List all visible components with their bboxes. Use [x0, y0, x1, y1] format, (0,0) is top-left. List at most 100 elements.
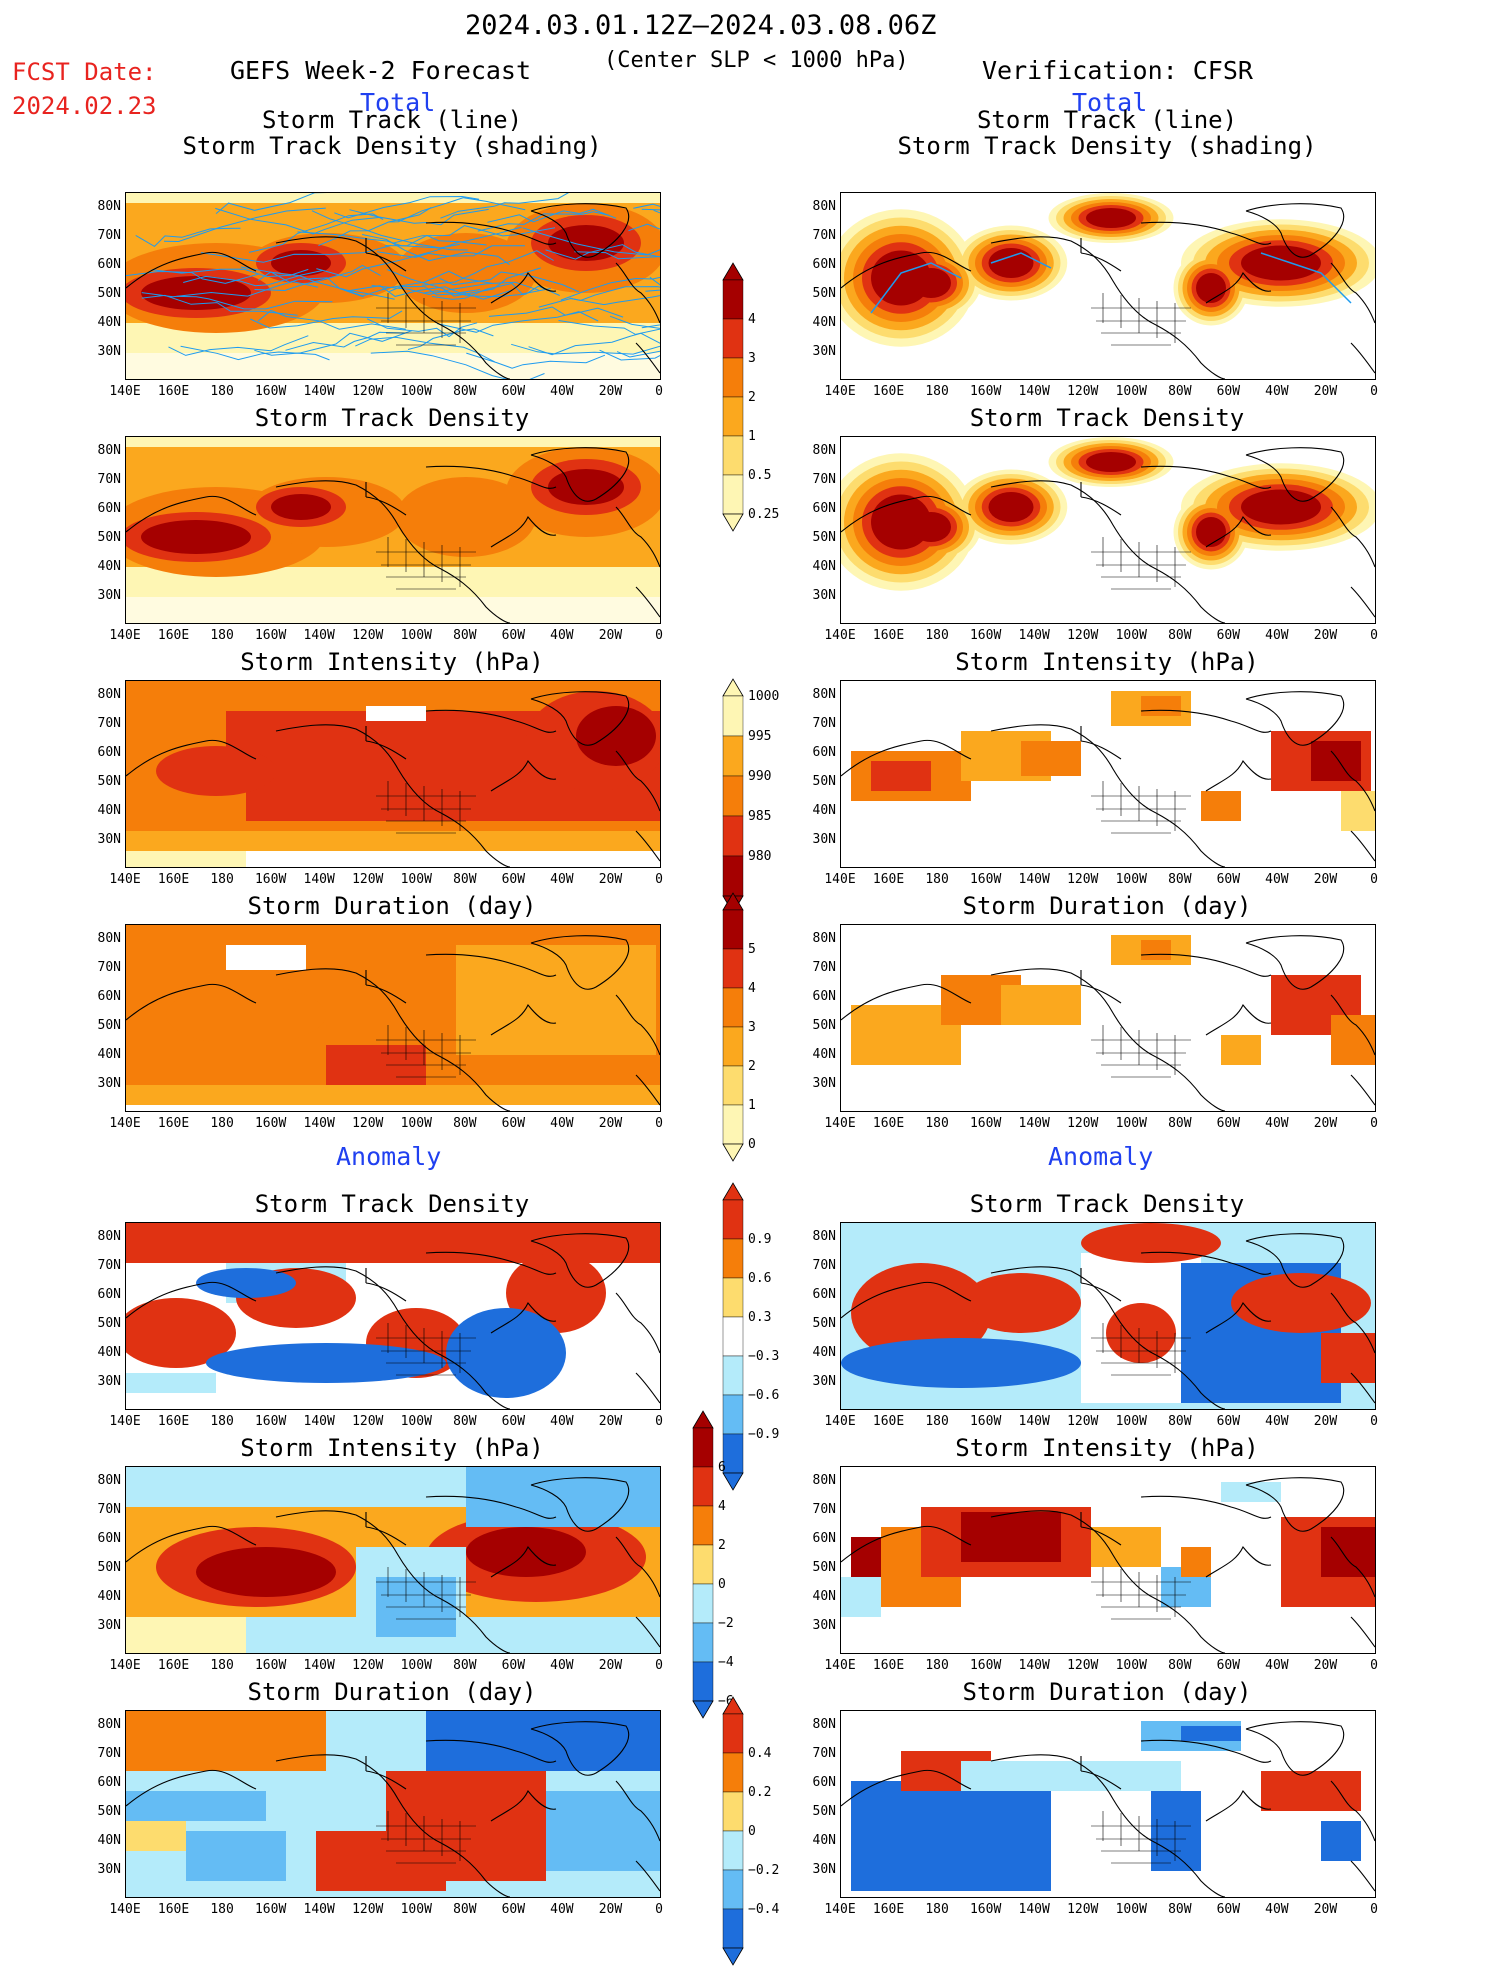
- lon-tick-label: 140E: [824, 1658, 856, 1673]
- lat-tick-label: 40N: [812, 559, 836, 574]
- lon-tick-label: 180: [210, 1116, 234, 1131]
- lon-tick-label: 80W: [453, 1414, 477, 1429]
- lat-tick-label: 40N: [97, 315, 121, 330]
- lon-tick-label: 80W: [453, 872, 477, 887]
- lon-tick-label: 0: [655, 384, 663, 399]
- colorbar-tick-label: 0.9: [748, 1232, 772, 1247]
- lon-tick-label: 80W: [1168, 1902, 1192, 1917]
- lon-tick-label: 40W: [1265, 1414, 1289, 1429]
- lon-tick-label: 40W: [1265, 628, 1289, 643]
- lon-tick-label: 140W: [303, 1658, 335, 1673]
- map-panel-int-forecast: [125, 680, 661, 868]
- panel-title-adur-left: Storm Duration (day): [247, 1678, 537, 1706]
- lat-tick-label: 30N: [97, 1076, 121, 1091]
- lat-tick-label: 30N: [97, 1374, 121, 1389]
- lon-tick-label: 40W: [1265, 872, 1289, 887]
- lat-tick-label: 60N: [97, 501, 121, 516]
- colorbar-tick-label: −0.6: [748, 1388, 780, 1403]
- lon-tick-label: 60W: [501, 872, 526, 887]
- map-panel-adur-verification: [840, 1710, 1376, 1898]
- lat-tick-label: 80N: [97, 931, 121, 946]
- lat-tick-label: 40N: [97, 803, 121, 818]
- lat-tick-label: 50N: [97, 1804, 121, 1819]
- lat-tick-label: 50N: [812, 774, 836, 789]
- lon-tick-label: 100W: [1115, 1116, 1147, 1131]
- lon-tick-label: 40W: [1265, 1658, 1289, 1673]
- lon-tick-label: 20W: [1313, 872, 1338, 887]
- colorbar-tick-label: −0.4: [748, 1902, 780, 1917]
- lon-tick-label: 120W: [352, 1658, 384, 1673]
- lon-tick-label: 160W: [254, 1116, 287, 1131]
- panel-title-adens-right: Storm Track Density: [969, 1190, 1245, 1218]
- lon-tick-label: 140W: [303, 384, 335, 399]
- lat-tick-label: 60N: [97, 989, 121, 1004]
- lon-tick-label: 180: [210, 872, 234, 887]
- lon-tick-label: 140E: [109, 1116, 141, 1131]
- lon-tick-label: 160E: [872, 1116, 905, 1131]
- lat-tick-label: 50N: [812, 1018, 836, 1033]
- lat-tick-label: 40N: [97, 1833, 121, 1848]
- lon-tick-label: 80W: [1168, 1658, 1192, 1673]
- lon-tick-label: 180: [925, 1116, 949, 1131]
- colorbar-tick-label: 980: [748, 849, 772, 864]
- lon-tick-label: 160W: [254, 1658, 287, 1673]
- lon-tick-label: 140W: [303, 872, 335, 887]
- lon-tick-label: 100W: [400, 1414, 432, 1429]
- colorbar-tick-label: 985: [748, 809, 772, 824]
- lat-tick-label: 80N: [812, 687, 836, 702]
- lat-tick-label: 80N: [812, 443, 836, 458]
- lat-tick-label: 60N: [812, 257, 836, 272]
- lon-tick-label: 120W: [1067, 1414, 1099, 1429]
- colorbar-tick-label: 2: [748, 1059, 756, 1074]
- lon-tick-label: 0: [1370, 1116, 1378, 1131]
- lon-tick-label: 120W: [352, 1902, 384, 1917]
- colorbar-tick-label: −0.3: [748, 1349, 780, 1364]
- colorbar-tick-label: 1: [748, 1098, 756, 1113]
- lon-tick-label: 140W: [1018, 1658, 1050, 1673]
- lon-tick-label: 160E: [872, 872, 905, 887]
- lat-tick-label: 30N: [812, 344, 836, 359]
- map-panel-dur-verification: [840, 924, 1376, 1112]
- lon-tick-label: 0: [1370, 628, 1378, 643]
- lat-tick-label: 80N: [97, 443, 121, 458]
- lon-tick-label: 120W: [352, 1414, 384, 1429]
- lon-tick-label: 140W: [1018, 1116, 1050, 1131]
- lat-tick-label: 80N: [97, 1473, 121, 1488]
- lon-tick-label: 140E: [824, 384, 856, 399]
- lon-tick-label: 160W: [969, 384, 1002, 399]
- lon-tick-label: 100W: [1115, 384, 1147, 399]
- lon-tick-label: 160E: [157, 628, 190, 643]
- lat-tick-label: 30N: [812, 1374, 836, 1389]
- colorbar-tick-label: 1: [748, 429, 756, 444]
- panel-title-track-left: Storm Track Density (shading): [182, 132, 602, 160]
- map-panel-track-verification: [840, 192, 1376, 380]
- panel-title-int-right: Storm Intensity (hPa): [955, 648, 1259, 676]
- lon-tick-label: 100W: [400, 1902, 432, 1917]
- lat-tick-label: 80N: [97, 1229, 121, 1244]
- lat-tick-label: 80N: [97, 199, 121, 214]
- lon-tick-label: 40W: [550, 872, 574, 887]
- colorbar-tick-label: −0.9: [748, 1427, 780, 1442]
- lon-tick-label: 160E: [872, 1414, 905, 1429]
- lat-tick-label: 30N: [97, 1862, 121, 1877]
- panel-title-dur-right: Storm Duration (day): [962, 892, 1252, 920]
- lon-tick-label: 120W: [1067, 384, 1099, 399]
- lon-tick-label: 140W: [1018, 1902, 1050, 1917]
- lon-tick-label: 80W: [1168, 628, 1192, 643]
- lat-tick-label: 60N: [97, 1287, 121, 1302]
- lon-tick-label: 140W: [303, 1902, 335, 1917]
- colorbar-tick-label: −4: [718, 1655, 734, 1670]
- map-panel-adur-forecast: [125, 1710, 661, 1898]
- map-panel-int-verification: [840, 680, 1376, 868]
- lon-tick-label: 140E: [824, 1414, 856, 1429]
- lon-tick-label: 160W: [969, 872, 1002, 887]
- lon-tick-label: 180: [210, 628, 234, 643]
- lon-tick-label: 180: [925, 628, 949, 643]
- lon-tick-label: 80W: [1168, 1414, 1192, 1429]
- lon-tick-label: 180: [925, 872, 949, 887]
- map-panel-dens-verification: [840, 436, 1376, 624]
- lat-tick-label: 80N: [812, 199, 836, 214]
- colorbar-tick-label: 5: [748, 942, 756, 957]
- lon-tick-label: 40W: [550, 628, 574, 643]
- colorbar-tick-label: 0: [718, 1577, 726, 1592]
